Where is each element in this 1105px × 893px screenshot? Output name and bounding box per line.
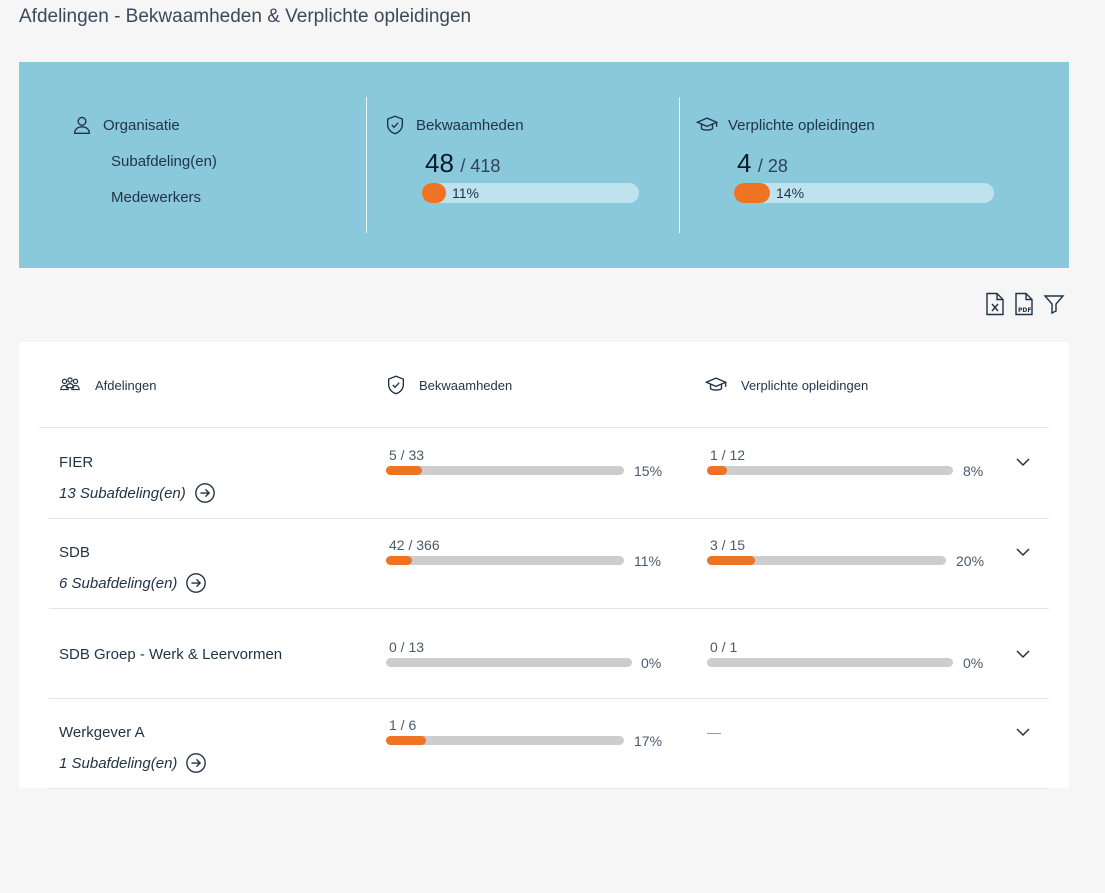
organisatie-header: Organisatie [71, 114, 180, 136]
person-icon [73, 116, 91, 134]
header-opleidingen: Verplichte opleidingen [705, 374, 868, 396]
summary-divider [679, 97, 680, 233]
header-bekwaamheden-label: Bekwaamheden [419, 377, 513, 393]
bekwaamheden-percent: 11% [634, 553, 661, 569]
users-icon [60, 377, 80, 391]
chevron-down-icon[interactable] [1015, 544, 1031, 560]
bekwaamheden-label: Bekwaamheden [416, 116, 524, 134]
bekwaamheden-total: / 418 [460, 156, 501, 176]
summary-divider [366, 97, 367, 233]
bekwaamheden-bar-fill [386, 466, 422, 475]
opleidingen-total: / 28 [757, 156, 788, 176]
bekwaamheden-fraction: 0 / 13 [389, 639, 425, 655]
bekwaamheden-done: 48 [425, 148, 454, 178]
page-title: Afdelingen - Bekwaamheden & Verplichte o… [19, 6, 472, 27]
bekwaamheden-bar [386, 736, 624, 745]
header-afdelingen-label: Afdelingen [95, 377, 157, 393]
organisatie-subafdelingen[interactable]: Subafdeling(en) [111, 153, 217, 170]
header-divider [39, 427, 1049, 428]
opleidingen-progress: 14% [734, 183, 994, 203]
opleidingen-bar-fill [707, 466, 727, 475]
bekwaamheden-percent: 0% [641, 655, 662, 671]
table-row[interactable]: Werkgever A 1 Subafdeling(en) 1 / 6 17% … [19, 698, 1069, 788]
chevron-down-icon[interactable] [1015, 646, 1031, 662]
opleidingen-progress-fill [734, 183, 771, 203]
opleidingen-empty: — [707, 724, 721, 740]
row-subafdelingen-label: 1 Subafdeling(en) [59, 754, 178, 772]
bekwaamheden-fraction: 1 / 6 [389, 717, 417, 733]
bekwaamheden-fraction: 42 / 366 [389, 537, 440, 553]
chevron-down-icon[interactable] [1015, 724, 1031, 740]
bekwaamheden-percent: 17% [634, 733, 663, 749]
header-bekwaamheden: Bekwaamheden [385, 374, 512, 396]
bekwaamheden-percent: 15% [634, 463, 663, 479]
organisatie-medewerkers[interactable]: Medewerkers [111, 189, 202, 206]
table-row[interactable]: SDB Groep - Werk & Leervormen 0 / 13 0% … [19, 608, 1069, 698]
opleidingen-bar [707, 556, 946, 565]
header-afdelingen: Afdelingen [59, 374, 156, 396]
header-opleidingen-label: Verplichte opleidingen [741, 377, 869, 393]
arrow-right-circle-icon[interactable] [185, 572, 207, 594]
opleidingen-header: Verplichte opleidingen [696, 114, 875, 136]
bekwaamheden-bar-fill [386, 556, 413, 565]
row-name: FIER [59, 454, 94, 471]
opleidingen-bar [707, 658, 953, 667]
opleidingen-percent: 14% [776, 185, 805, 201]
bekwaamheden-bar [386, 556, 624, 565]
row-divider [49, 518, 1049, 519]
excel-export-icon[interactable] [984, 292, 1006, 316]
organisatie-label: Organisatie [103, 116, 180, 134]
bekwaamheden-count: 48 / 418 [425, 148, 500, 179]
row-subafdelingen-link[interactable]: 6 Subafdeling(en) [59, 572, 207, 594]
pdf-export-icon[interactable]: PDF [1013, 292, 1035, 316]
row-divider [49, 608, 1049, 609]
row-subafdelingen-link[interactable]: 13 Subafdeling(en) [59, 482, 216, 504]
summary-panel: Organisatie Subafdeling(en) Medewerkers … [19, 62, 1069, 268]
opleidingen-percent: 20% [956, 553, 985, 569]
row-name: Werkgever A [59, 724, 145, 741]
graduation-cap-icon [696, 117, 718, 131]
opleidingen-fraction: 0 / 1 [710, 639, 738, 655]
bekwaamheden-percent: 11% [452, 185, 479, 201]
svg-text:PDF: PDF [1018, 307, 1031, 314]
bekwaamheden-progress-fill [422, 183, 446, 203]
row-subafdelingen-label: 6 Subafdeling(en) [59, 574, 178, 592]
row-divider [49, 788, 1049, 789]
bekwaamheden-bar-fill [386, 736, 427, 745]
opleidingen-percent: 0% [963, 655, 984, 671]
opleidingen-bar [707, 466, 953, 475]
filter-icon[interactable] [1043, 292, 1065, 316]
bekwaamheden-bar [386, 658, 632, 667]
table-row[interactable]: SDB 6 Subafdeling(en) 42 / 366 11% 3 / 1… [19, 518, 1069, 608]
departments-table: Afdelingen Bekwaamheden Verplichte oplei… [19, 342, 1069, 789]
bekwaamheden-bar [386, 466, 624, 475]
opleidingen-count: 4 / 28 [737, 148, 788, 179]
bekwaamheden-header: Bekwaamheden [384, 114, 524, 136]
chevron-down-icon[interactable] [1015, 454, 1031, 470]
arrow-right-circle-icon[interactable] [185, 752, 207, 774]
opleidingen-bar-fill [707, 556, 755, 565]
arrow-right-circle-icon[interactable] [194, 482, 216, 504]
opleidingen-label: Verplichte opleidingen [728, 116, 875, 134]
opleidingen-fraction: 3 / 15 [710, 537, 746, 553]
bekwaamheden-fraction: 5 / 33 [389, 447, 425, 463]
graduation-cap-icon [705, 377, 727, 391]
row-name: SDB [59, 544, 90, 561]
opleidingen-done: 4 [737, 148, 752, 178]
opleidingen-percent: 8% [963, 463, 984, 479]
row-subafdelingen-link[interactable]: 1 Subafdeling(en) [59, 752, 207, 774]
opleidingen-fraction: 1 / 12 [710, 447, 746, 463]
bekwaamheden-progress: 11% [422, 183, 639, 203]
shield-check-icon [386, 115, 404, 135]
table-row[interactable]: FIER 13 Subafdeling(en) 5 / 33 15% 1 / 1… [19, 428, 1069, 518]
row-subafdelingen-label: 13 Subafdeling(en) [59, 484, 186, 502]
row-name: SDB Groep - Werk & Leervormen [59, 646, 283, 663]
shield-check-icon [387, 375, 405, 395]
row-divider [49, 698, 1049, 699]
